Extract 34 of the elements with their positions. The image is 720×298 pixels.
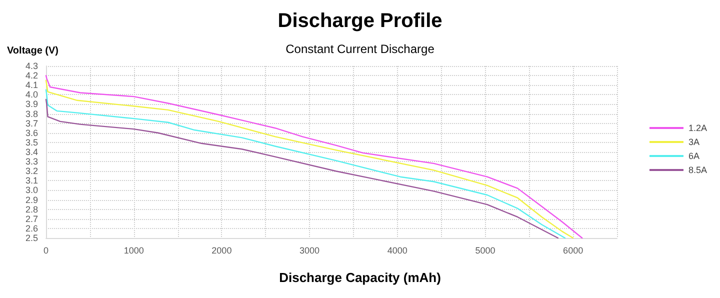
y-tick-label: 2.9 [25,194,38,205]
y-tick-label: 3.8 [25,108,38,119]
chart-title: Discharge Profile [278,10,442,32]
y-tick-label: 2.5 [25,233,38,243]
y-tick-label: 3.6 [25,128,38,138]
x-tick-label: 4000 [387,246,408,256]
y-tick-label: 3.4 [25,147,38,157]
y-tick-label: 3.1 [25,176,38,186]
y-tick-label: 3.2 [25,166,38,176]
y-tick-label: 2.7 [25,214,38,224]
legend-label: 8.5A [688,165,707,175]
y-tick-label: 3.3 [25,156,38,167]
x-tick-label: 1000 [124,246,144,256]
y-tick-label: 3.9 [25,99,38,110]
x-axis-title: Discharge Capacity (mAh) [279,270,441,285]
legend-label: 3A [688,137,700,147]
chart-subtitle: Constant Current Discharge [286,42,435,56]
y-tick-label: 2.8 [25,204,38,214]
x-tick-label: 0 [43,246,49,256]
y-tick-label: 3.0 [25,185,38,196]
x-tick-label: 2000 [212,246,232,256]
x-tick-label: 5000 [475,246,496,256]
y-tick-label: 4.1 [25,80,38,90]
y-tick-label: 4.2 [25,70,38,81]
x-tick-label: 3000 [300,246,320,256]
legend-label: 6A [688,151,700,161]
legend-label: 1.2A [688,123,707,133]
y-tick-label: 3.7 [25,118,38,128]
y-axis-title: Voltage (V) [7,46,58,56]
y-tick-label: 2.6 [25,223,38,234]
y-tick-label: 4.3 [25,61,38,71]
y-tick-label: 3.5 [25,137,38,148]
y-tick-label: 4.0 [25,90,38,100]
x-tick-label: 6000 [563,246,584,256]
